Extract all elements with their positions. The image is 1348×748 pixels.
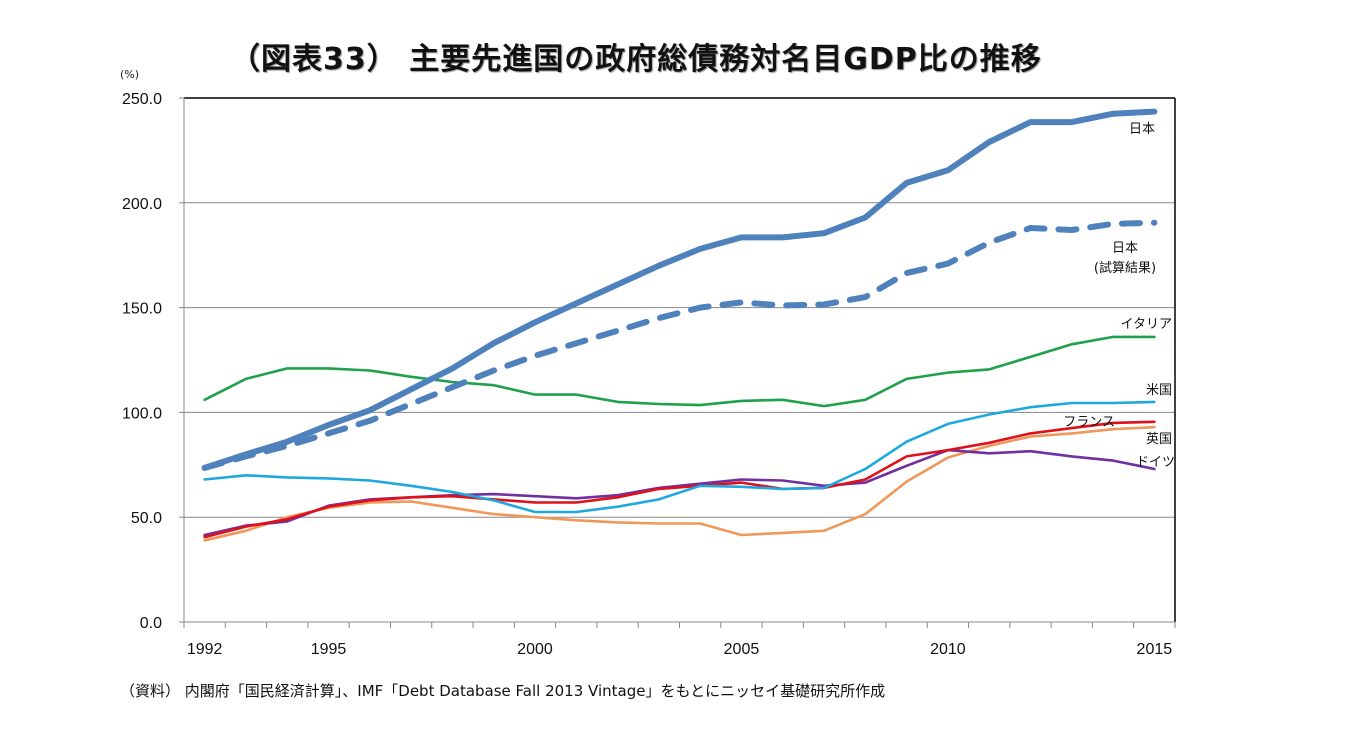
x-tick-label: 2015 bbox=[1137, 641, 1173, 658]
series-line-2 bbox=[203, 335, 1156, 408]
y-tick-label: 100.0 bbox=[122, 405, 162, 422]
series-line-0 bbox=[201, 108, 1158, 471]
y-tick-label: 0.0 bbox=[140, 615, 162, 632]
x-tick-label: 2005 bbox=[724, 641, 760, 658]
series-label: イタリア bbox=[1121, 317, 1172, 332]
series-line-5 bbox=[203, 425, 1156, 542]
x-tick-label: 1995 bbox=[311, 641, 347, 658]
series-label: 日本 bbox=[1129, 122, 1155, 137]
x-tick-label: 2000 bbox=[517, 641, 553, 658]
series-label: 英国 bbox=[1146, 432, 1172, 447]
y-tick-label: 50.0 bbox=[131, 510, 162, 527]
series-label: ドイツ bbox=[1136, 455, 1175, 470]
series-label: 米国 bbox=[1146, 383, 1172, 398]
series-line-4 bbox=[203, 420, 1156, 539]
x-tick-label: 1992 bbox=[187, 641, 223, 658]
chart-title: （図表33） 主要先進国の政府総債務対名目GDP比の推移 bbox=[230, 42, 1042, 77]
x-tick-label: 2010 bbox=[930, 641, 966, 658]
series-label: 日本 bbox=[1112, 241, 1138, 256]
series-line-1 bbox=[201, 219, 1158, 471]
y-axis-unit: (%) bbox=[120, 68, 140, 81]
series-label: (試算結果) bbox=[1094, 260, 1156, 276]
source-note: （資料） 内閣府「国民経済計算」、IMF「Debt Database Fall … bbox=[120, 682, 886, 700]
y-tick-label: 200.0 bbox=[122, 196, 162, 213]
y-tick-label: 250.0 bbox=[122, 91, 162, 108]
series-label: フランス bbox=[1063, 415, 1115, 430]
y-tick-label: 150.0 bbox=[122, 301, 162, 318]
series-line-3 bbox=[203, 400, 1156, 514]
